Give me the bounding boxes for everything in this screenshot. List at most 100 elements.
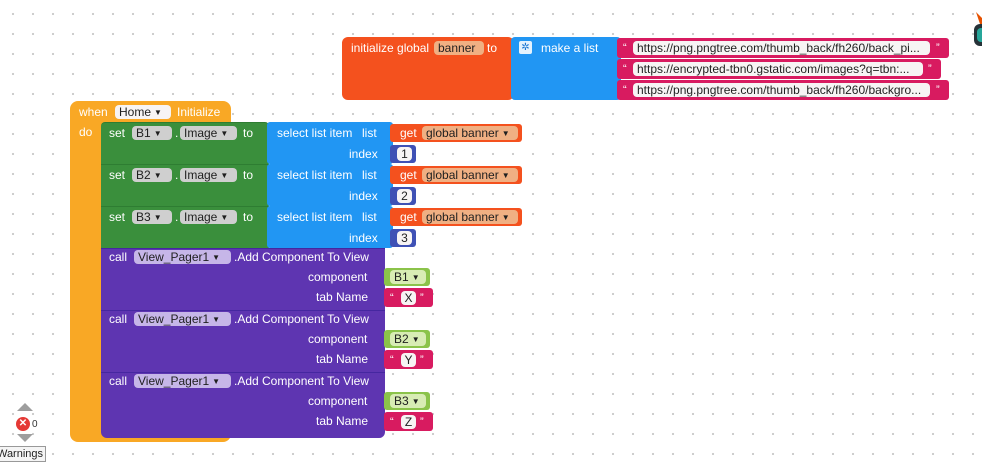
variable-dropdown[interactable]: global banner ▼ xyxy=(422,168,518,182)
index-value[interactable]: 1 xyxy=(397,147,412,161)
to-label: to xyxy=(487,41,498,55)
variable-name-field[interactable]: banner xyxy=(434,41,484,55)
method-label: .Add Component To View xyxy=(234,312,369,326)
make-a-list-label: make a list xyxy=(541,41,599,55)
component-dropdown-value: View_Pager1 xyxy=(138,312,210,326)
set-label: set xyxy=(109,126,126,140)
component-dropdown-home[interactable]: Home ▼ xyxy=(115,105,171,119)
set-target-value: B3 xyxy=(136,210,151,224)
property-value: Image xyxy=(184,126,218,140)
warnings-label: Warnings xyxy=(0,448,44,460)
component-value-dropdown[interactable]: B1 ▼ xyxy=(390,270,426,284)
property-dropdown[interactable]: Image ▼ xyxy=(180,168,237,182)
tab-name-value[interactable]: X xyxy=(401,291,416,305)
set-target-dropdown[interactable]: B1 ▼ xyxy=(132,126,172,140)
tab-name-param-label: tab Name xyxy=(316,352,369,366)
select-list-item-label: select list item xyxy=(277,126,353,140)
expand-down-icon[interactable] xyxy=(17,434,33,442)
property-dropdown[interactable]: Image ▼ xyxy=(180,126,237,140)
variable-value: global banner xyxy=(426,126,499,140)
tab-name-param-label: tab Name xyxy=(316,414,369,428)
set-target-dropdown[interactable]: B2 ▼ xyxy=(132,168,172,182)
close-quote-icon: ” xyxy=(936,84,940,96)
chevron-down-icon: ▼ xyxy=(154,108,162,117)
url-value-3[interactable]: https://png.pngtree.com/thumb_back/fh260… xyxy=(633,83,930,97)
variable-value: global banner xyxy=(426,168,499,182)
chevron-down-icon: ▼ xyxy=(411,335,420,344)
select-list-item-block[interactable] xyxy=(267,206,393,248)
index-value[interactable]: 2 xyxy=(397,189,412,203)
get-label: get xyxy=(400,168,417,182)
component-dropdown-viewpager[interactable]: View_Pager1 ▼ xyxy=(134,312,231,326)
open-quote-icon: “ xyxy=(390,354,394,366)
open-quote-icon: “ xyxy=(390,292,394,304)
url-value-1[interactable]: https://png.pngtree.com/thumb_back/fh260… xyxy=(633,41,930,55)
chevron-down-icon: ▼ xyxy=(501,129,510,138)
variable-value: global banner xyxy=(426,210,499,224)
index-value[interactable]: 3 xyxy=(397,231,412,245)
initialize-global-label: initialize global xyxy=(351,41,430,55)
close-quote-icon: ” xyxy=(420,354,424,366)
event-name-label: Initialize xyxy=(177,105,221,119)
initialize-global-block[interactable] xyxy=(342,37,514,100)
chevron-down-icon: ▼ xyxy=(220,213,229,222)
close-quote-icon: ” xyxy=(928,63,932,75)
select-list-item-block[interactable] xyxy=(267,164,393,206)
property-dropdown[interactable]: Image ▼ xyxy=(180,210,237,224)
list-label: list xyxy=(362,210,377,224)
set-target-value: B2 xyxy=(136,168,151,182)
component-value-dropdown[interactable]: B3 ▼ xyxy=(390,394,426,408)
warnings-toggle-button[interactable]: Warnings xyxy=(0,446,46,462)
tab-name-value[interactable]: Y xyxy=(401,353,416,367)
component-dropdown-value: View_Pager1 xyxy=(138,374,210,388)
close-quote-icon: ” xyxy=(936,42,940,54)
chevron-down-icon: ▼ xyxy=(212,253,221,262)
call-label: call xyxy=(109,250,128,264)
chevron-down-icon: ▼ xyxy=(153,129,162,138)
chevron-down-icon: ▼ xyxy=(220,129,229,138)
chevron-down-icon: ▼ xyxy=(153,171,162,180)
component-dropdown-viewpager[interactable]: View_Pager1 ▼ xyxy=(134,374,231,388)
variable-dropdown[interactable]: global banner ▼ xyxy=(422,210,518,224)
select-list-item-block[interactable] xyxy=(267,122,393,164)
index-label: index xyxy=(349,147,378,161)
method-label: .Add Component To View xyxy=(234,250,369,264)
property-value: Image xyxy=(184,210,218,224)
call-label: call xyxy=(109,374,128,388)
component-dropdown-viewpager[interactable]: View_Pager1 ▼ xyxy=(134,250,231,264)
property-value: Image xyxy=(184,168,218,182)
open-quote-icon: “ xyxy=(623,63,627,75)
index-label: index xyxy=(349,189,378,203)
list-label: list xyxy=(362,168,377,182)
call-label: call xyxy=(109,312,128,326)
close-quote-icon: ” xyxy=(420,292,424,304)
when-label: when xyxy=(79,105,108,119)
component-value: B3 xyxy=(394,394,409,408)
tab-name-value[interactable]: Z xyxy=(401,415,416,429)
to-label: to xyxy=(243,210,254,224)
error-icon[interactable]: ✕ xyxy=(16,417,30,431)
to-label: to xyxy=(243,168,254,182)
collapse-up-icon[interactable] xyxy=(17,403,33,411)
set-target-dropdown[interactable]: B3 ▼ xyxy=(132,210,172,224)
set-label: set xyxy=(109,210,126,224)
chevron-down-icon: ▼ xyxy=(411,273,420,282)
set-target-value: B1 xyxy=(136,126,151,140)
dot-label: . xyxy=(175,210,179,224)
open-quote-icon: “ xyxy=(623,42,627,54)
error-count: 0 xyxy=(32,419,38,430)
to-label: to xyxy=(243,126,254,140)
component-value-dropdown[interactable]: B2 ▼ xyxy=(390,332,426,346)
component-param-label: component xyxy=(308,332,368,346)
component-param-label: component xyxy=(308,270,368,284)
component-value: B2 xyxy=(394,332,409,346)
component-value: B1 xyxy=(394,270,409,284)
chevron-down-icon: ▼ xyxy=(153,213,162,222)
url-value-2[interactable]: https://encrypted-tbn0.gstatic.com/image… xyxy=(633,62,923,76)
get-label: get xyxy=(400,210,417,224)
variable-dropdown[interactable]: global banner ▼ xyxy=(422,126,518,140)
backpack-icon[interactable] xyxy=(972,10,982,50)
select-list-item-label: select list item xyxy=(277,168,353,182)
open-quote-icon: “ xyxy=(623,84,627,96)
gear-icon[interactable]: ✲ xyxy=(519,41,532,54)
